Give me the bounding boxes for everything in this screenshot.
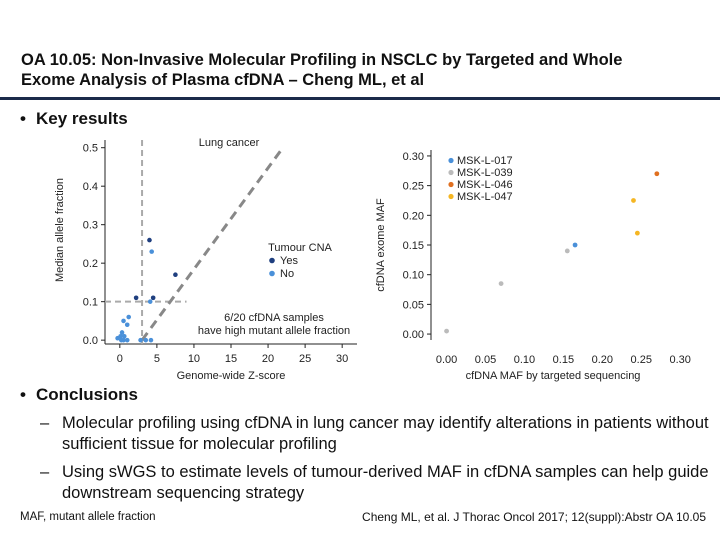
legend-label: MSK-L-046 — [457, 179, 513, 191]
y-tick-label: 0.25 — [403, 181, 424, 193]
legend-marker — [269, 257, 275, 264]
data-point-msk-l-039 — [498, 281, 504, 286]
x-tick-label: 0.25 — [631, 354, 652, 366]
conclusion-text-2: Using sWGS to estimate levels of tumour-… — [62, 463, 709, 502]
data-point-cna-no — [121, 318, 126, 324]
x-tick-label: 30 — [336, 353, 348, 365]
x-tick-label: 0.05 — [475, 354, 496, 366]
bullet-icon: • — [20, 109, 26, 128]
legend-marker — [448, 157, 454, 164]
x-tick-label: 0.10 — [514, 354, 535, 366]
title-line-2: Exome Analysis of Plasma cfDNA – Cheng M… — [21, 71, 425, 89]
x-tick-label: 10 — [188, 353, 200, 365]
title-divider — [0, 97, 720, 100]
data-point-cna-no — [138, 337, 143, 343]
diagonal-reference-line — [140, 146, 285, 342]
legend-label: Yes — [280, 255, 298, 267]
y-tick-label: 0.0 — [83, 335, 98, 347]
legend-marker — [448, 193, 454, 200]
x-axis-label: Genome-wide Z-score — [177, 370, 286, 382]
x-tick-label: 0.00 — [436, 354, 457, 366]
y-tick-label: 0.20 — [403, 210, 424, 222]
y-tick-label: 0.5 — [83, 143, 98, 155]
x-tick-label: 0 — [117, 353, 123, 365]
page-title: OA 10.05: Non-Invasive Molecular Profili… — [21, 50, 701, 90]
footer-abbreviation: MAF, mutant allele fraction — [20, 511, 156, 523]
data-point-cna-yes — [150, 295, 156, 301]
data-point-cna-no — [121, 334, 127, 339]
data-point-cna-no — [149, 249, 154, 254]
x-tick-label: 25 — [299, 353, 311, 365]
y-tick-label: 0.15 — [403, 240, 424, 252]
data-point-msk-l-039 — [444, 328, 449, 334]
y-tick-label: 0.1 — [83, 297, 98, 309]
y-axis-label: Median allele fraction — [54, 178, 66, 282]
x-tick-label: 0.20 — [592, 354, 613, 366]
data-point-cna-no — [143, 337, 149, 343]
dash-icon: – — [40, 463, 50, 481]
chart-title: Lung cancer — [199, 137, 260, 149]
y-axis-label: cfDNA exome MAF — [375, 198, 387, 292]
legend-label: MSK-L-047 — [457, 191, 513, 203]
bullet-icon: • — [20, 385, 26, 404]
x-tick-label: 0.15 — [553, 354, 574, 366]
footer-citation: Cheng ML, et al. J Thorac Oncol 2017; 12… — [362, 510, 706, 524]
legend-marker — [269, 270, 275, 277]
annotation-line-1: 6/20 cfDNA samples — [224, 312, 324, 324]
data-point-msk-l-039 — [564, 248, 570, 254]
x-tick-label: 20 — [262, 353, 274, 365]
conclusion-item-1: – Molecular profiling using cfDNA in lun… — [40, 413, 710, 455]
y-tick-label: 0.4 — [83, 181, 98, 193]
conclusions-heading: • Conclusions — [20, 385, 138, 405]
data-point-msk-l-047 — [631, 198, 636, 203]
legend-label: MSK-L-039 — [457, 167, 513, 179]
x-axis-label: cfDNA MAF by targeted sequencing — [466, 370, 641, 382]
data-point-cna-yes — [147, 237, 152, 243]
data-point-cna-no — [124, 322, 130, 328]
x-tick-label: 15 — [225, 353, 237, 365]
data-point-cna-yes — [173, 272, 178, 278]
data-point-cna-no — [121, 337, 126, 343]
legend-marker — [448, 181, 454, 188]
conclusion-item-2: – Using sWGS to estimate levels of tumou… — [40, 462, 710, 504]
title-line-1: OA 10.05: Non-Invasive Molecular Profili… — [21, 51, 623, 69]
data-point-cna-no — [148, 337, 154, 343]
y-tick-label: 0.00 — [403, 329, 424, 341]
annotation-line-2: have high mutant allele fraction — [198, 325, 350, 337]
data-point-msk-l-046 — [654, 171, 660, 177]
y-tick-label: 0.10 — [403, 270, 424, 282]
legend-label: No — [280, 268, 294, 280]
data-point-cna-no — [124, 337, 130, 343]
conclusion-text-1: Molecular profiling using cfDNA in lung … — [62, 414, 709, 453]
data-point-cna-no — [119, 330, 125, 335]
y-tick-label: 0.30 — [403, 151, 424, 163]
x-tick-label: 5 — [154, 353, 160, 365]
data-point-cna-no — [126, 314, 132, 320]
legend-title: Tumour CNA — [268, 242, 332, 254]
y-tick-label: 0.05 — [403, 299, 424, 311]
y-tick-label: 0.2 — [83, 258, 98, 270]
data-point-cna-no — [118, 334, 123, 339]
key-results-heading: • Key results — [20, 109, 128, 129]
data-point-msk-l-017 — [572, 242, 578, 248]
conclusions-label: Conclusions — [36, 385, 139, 404]
x-tick-label: 0.30 — [670, 354, 691, 366]
legend-label: MSK-L-017 — [457, 155, 513, 167]
key-results-label: Key results — [36, 109, 128, 128]
data-point-cna-no — [147, 299, 153, 304]
data-point-cna-yes — [133, 295, 139, 301]
dash-icon: – — [40, 414, 50, 432]
data-point-msk-l-047 — [634, 230, 640, 236]
legend-marker — [448, 169, 454, 176]
y-tick-label: 0.3 — [83, 220, 98, 232]
